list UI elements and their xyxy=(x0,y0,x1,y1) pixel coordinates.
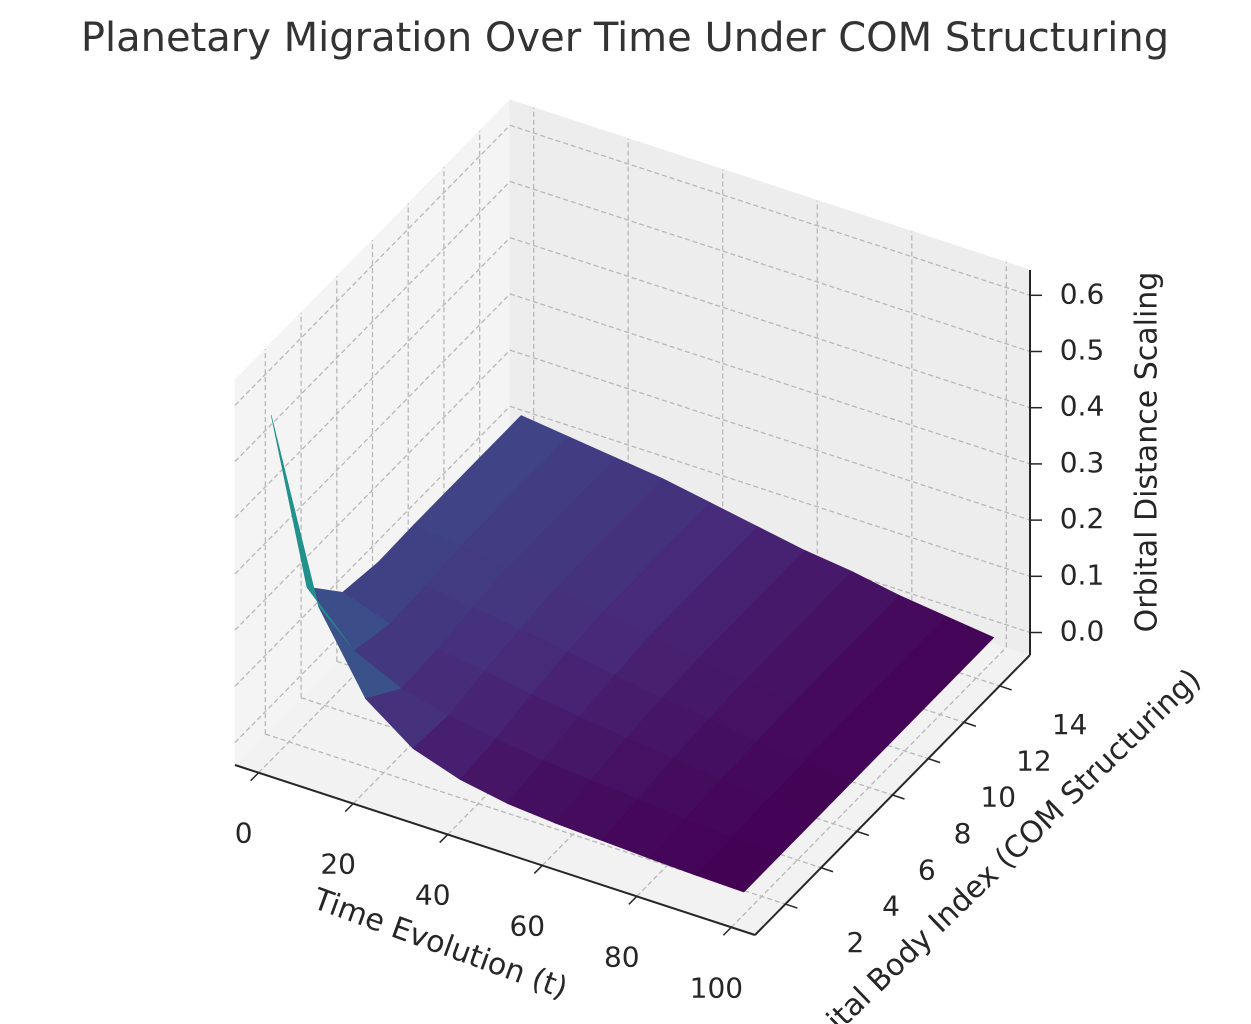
z-tick-label: 0.0 xyxy=(1060,615,1105,648)
grid-line xyxy=(509,293,1031,465)
grid-line xyxy=(234,124,511,406)
grid-line xyxy=(509,349,1031,521)
y-tick xyxy=(820,867,834,873)
z-tick-label: 0.4 xyxy=(1060,390,1105,423)
x-tick-label: 0 xyxy=(235,817,253,850)
x-tick-label: 60 xyxy=(509,909,545,942)
y-tick xyxy=(892,794,905,800)
z-axis-label: Orbital Distance Scaling xyxy=(1130,272,1165,633)
z-tick-label: 0.1 xyxy=(1060,558,1105,591)
y-tick-label: 14 xyxy=(1052,708,1088,741)
x-tick-label: 100 xyxy=(690,971,743,1004)
y-tick-label: 12 xyxy=(1016,744,1052,777)
x-tick xyxy=(722,926,732,936)
z-tick-label: 0.3 xyxy=(1060,446,1105,479)
y-tick xyxy=(963,721,977,727)
y-tick xyxy=(999,685,1012,691)
y-tick-label: 2 xyxy=(846,926,864,959)
z-tick-label: 0.2 xyxy=(1060,502,1105,535)
grid-line xyxy=(234,181,511,462)
z-tick-label: 0.6 xyxy=(1060,277,1105,310)
grid-line xyxy=(509,405,1031,577)
grid-line xyxy=(509,124,1031,296)
grid-line xyxy=(234,405,511,687)
x-tick xyxy=(439,834,449,844)
x-tick xyxy=(250,772,260,782)
y-tick-label: 4 xyxy=(882,890,900,923)
chart-title: Planetary Migration Over Time Under COM … xyxy=(81,15,1169,61)
grid-line xyxy=(234,237,511,519)
x-tick xyxy=(628,895,638,905)
x-tick xyxy=(533,864,543,874)
grid-line xyxy=(509,180,1031,353)
z-tick-label: 0.5 xyxy=(1060,333,1105,366)
surface-patch xyxy=(696,837,781,893)
y-tick xyxy=(785,903,798,909)
y-tick-label: 8 xyxy=(954,817,972,850)
y-tick-label: 10 xyxy=(980,781,1016,814)
x-tick-label: 80 xyxy=(604,940,640,973)
grid-line xyxy=(265,733,786,905)
grid-line xyxy=(234,349,511,631)
grid-line xyxy=(234,293,511,575)
x-tick-label: 20 xyxy=(320,848,356,881)
y-tick-label: 6 xyxy=(918,853,936,886)
y-tick xyxy=(927,757,941,764)
axis-line xyxy=(234,764,756,936)
x-tick xyxy=(344,803,354,813)
x-tick-label: 40 xyxy=(415,879,451,912)
y-tick xyxy=(856,830,870,837)
grid-line xyxy=(509,237,1031,409)
